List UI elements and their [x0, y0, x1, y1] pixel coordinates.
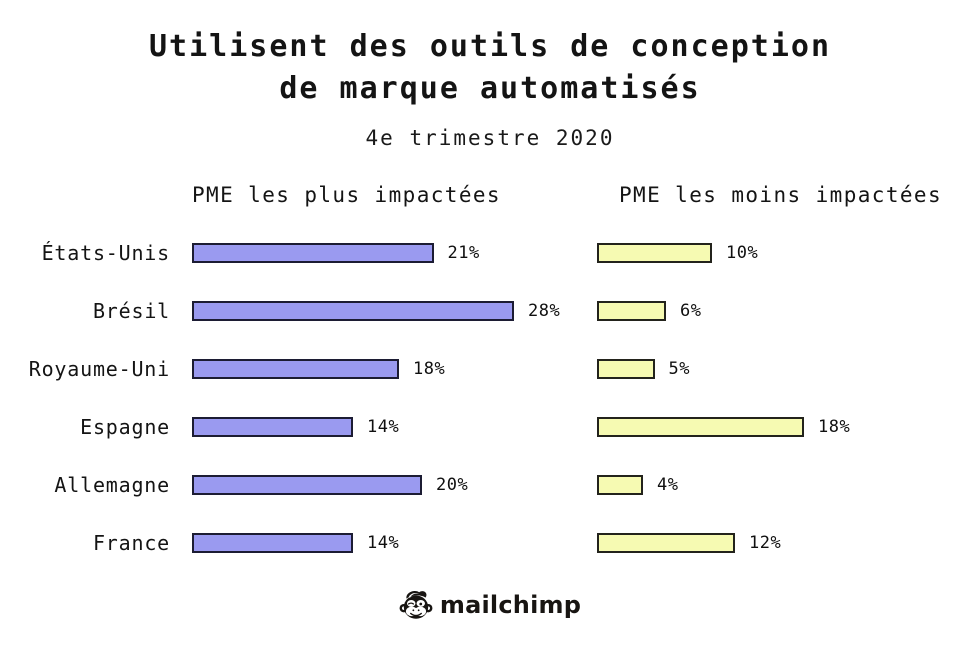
- chart-title: Utilisent des outils de conception de ma…: [0, 0, 980, 110]
- bar-value-label: 5%: [668, 359, 690, 379]
- bar-rows: États-Unis 21% 10% Brésil 28% 6% Royaume…: [0, 224, 980, 572]
- bar-least-impacted: [597, 301, 666, 321]
- country-label: Espagne: [80, 415, 170, 439]
- bar-row-bresil: Brésil 28% 6%: [0, 282, 980, 340]
- bar-value-label: 14%: [367, 533, 400, 553]
- bar-least-impacted: [597, 475, 643, 495]
- bar-track-right: 4%: [597, 475, 980, 495]
- bar-least-impacted: [597, 417, 804, 437]
- bar-most-impacted: [192, 533, 353, 553]
- country-label: Royaume-Uni: [28, 357, 170, 381]
- bar-least-impacted: [597, 243, 712, 263]
- bar-track-left: 21%: [170, 243, 597, 263]
- column-header-least-impacted: PME les moins impactées: [619, 183, 942, 207]
- bar-track-left: 28%: [170, 301, 597, 321]
- bar-value-label: 21%: [447, 243, 480, 263]
- bar-track-right: 5%: [597, 359, 980, 379]
- brand-wordmark: mailchimp: [439, 591, 582, 619]
- chart-subtitle: 4e trimestre 2020: [365, 126, 615, 150]
- bar-track-right: 6%: [597, 301, 980, 321]
- bar-track-left: 18%: [170, 359, 597, 379]
- bar-value-label: 14%: [367, 417, 400, 437]
- chart-title-line2: de marque automatisés: [279, 71, 701, 106]
- bar-value-label: 18%: [818, 417, 851, 437]
- bar-track-left: 20%: [170, 475, 597, 495]
- country-label: États-Unis: [41, 241, 170, 265]
- country-label: France: [92, 531, 170, 555]
- bar-track-right: 12%: [597, 533, 980, 553]
- bar-row-france: France 14% 12%: [0, 514, 980, 572]
- bar-most-impacted: [192, 359, 399, 379]
- bar-value-label: 4%: [657, 475, 679, 495]
- country-label: Brésil: [92, 299, 170, 323]
- bar-value-label: 18%: [413, 359, 446, 379]
- freddie-monkey-icon: [399, 591, 433, 619]
- bar-most-impacted: [192, 243, 434, 263]
- bar-least-impacted: [597, 533, 735, 553]
- bar-value-label: 10%: [726, 243, 759, 263]
- column-header-most-impacted: PME les plus impactées: [192, 183, 501, 207]
- chart-title-line1: Utilisent des outils de conception: [148, 29, 832, 64]
- country-label: Allemagne: [54, 473, 170, 497]
- bar-row-etats-unis: États-Unis 21% 10%: [0, 224, 980, 282]
- bar-track-left: 14%: [170, 417, 597, 437]
- brand-footer: mailchimp: [0, 587, 980, 623]
- bar-value-label: 28%: [528, 301, 561, 321]
- header-spacer: [0, 183, 192, 207]
- bar-most-impacted: [192, 475, 422, 495]
- bar-row-royaume-uni: Royaume-Uni 18% 5%: [0, 340, 980, 398]
- bar-row-allemagne: Allemagne 20% 4%: [0, 456, 980, 514]
- bar-row-espagne: Espagne 14% 18%: [0, 398, 980, 456]
- column-headers: PME les plus impactées PME les moins imp…: [0, 183, 980, 207]
- bar-track-right: 10%: [597, 243, 980, 263]
- bar-value-label: 6%: [680, 301, 702, 321]
- bar-value-label: 20%: [436, 475, 469, 495]
- bar-least-impacted: [597, 359, 655, 379]
- bar-track-right: 18%: [597, 417, 980, 437]
- bar-most-impacted: [192, 417, 353, 437]
- bar-value-label: 12%: [749, 533, 782, 553]
- bar-track-left: 14%: [170, 533, 597, 553]
- bar-most-impacted: [192, 301, 514, 321]
